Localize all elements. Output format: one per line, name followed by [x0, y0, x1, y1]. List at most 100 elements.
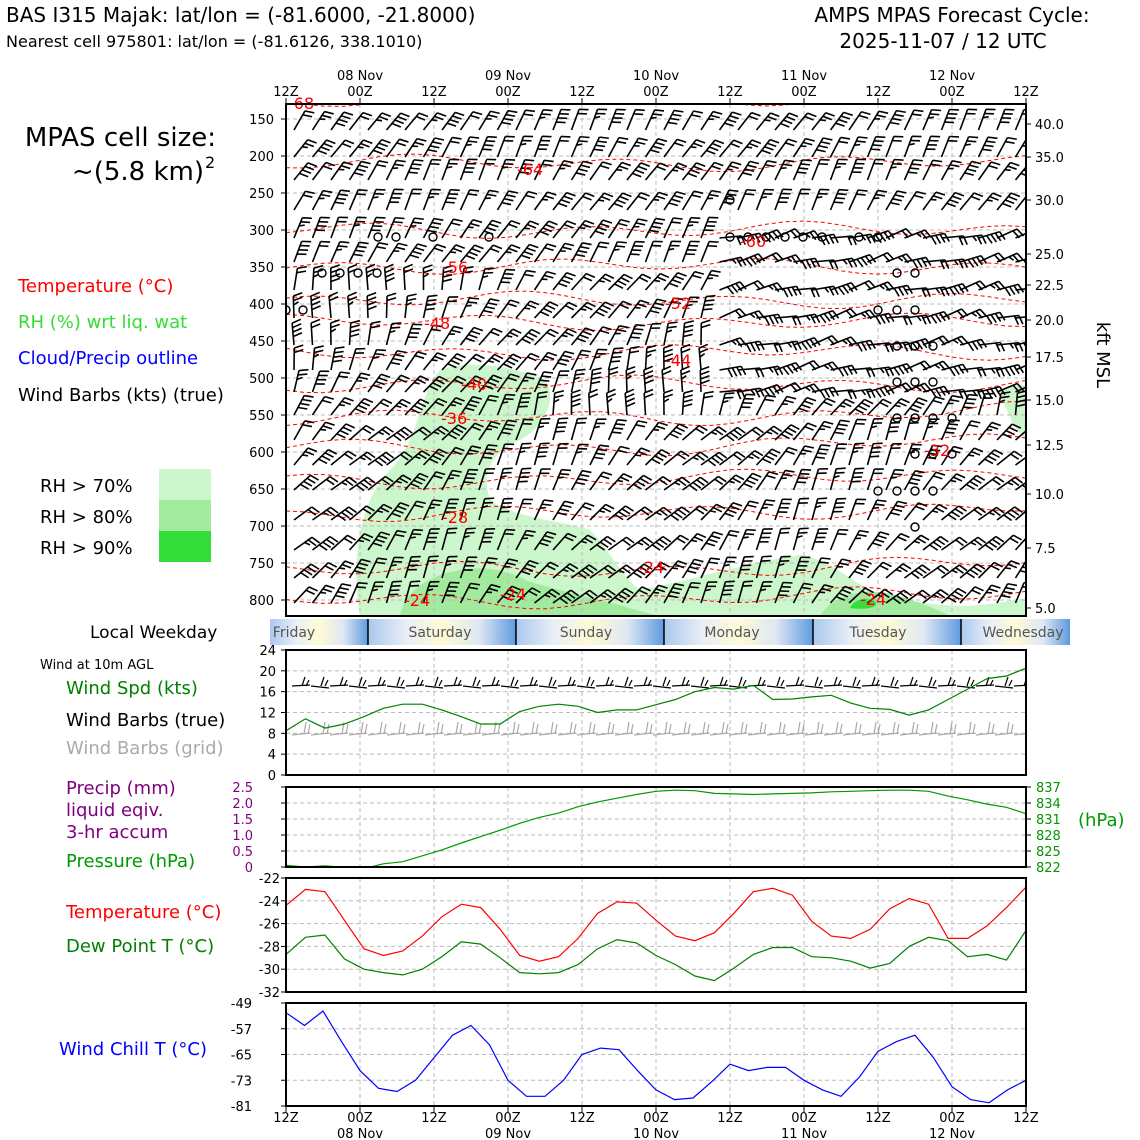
wind-barb-tick: [575, 450, 582, 454]
wind-barb-tick: [526, 372, 537, 376]
wind-barb-tick: [358, 562, 369, 567]
wind-barb-tick: [644, 393, 654, 399]
wind-barb-tick: [710, 114, 720, 119]
wind-barb-tick: [384, 263, 394, 269]
wind-barb-tick: [717, 475, 727, 483]
wind-barb-tick: [799, 472, 810, 476]
wind-barb-tick: [429, 385, 439, 391]
wind-barb-tick: [674, 563, 685, 569]
wind-barb-tick: [432, 141, 442, 145]
true-wind-barb-tick: [590, 679, 595, 687]
wind-barb-tick: [608, 366, 619, 371]
true-wind-barb-tick: [871, 676, 876, 687]
wind-barb-tick: [637, 195, 648, 201]
wind-barb-tick: [619, 195, 629, 201]
wind-barb-tick: [372, 196, 379, 199]
wind-barb-tick: [367, 305, 377, 311]
wind-barb-tick: [655, 588, 666, 593]
wind-barb-tick: [525, 109, 536, 113]
wind-barb-tick: [602, 506, 612, 513]
wind-barb-tick: [684, 320, 694, 324]
wind-barb-tick: [559, 473, 570, 476]
wind-barb-tick: [880, 591, 890, 599]
wind-barb-tick: [419, 472, 429, 478]
wind-barb-tick: [930, 198, 937, 201]
wind-barb-tick: [804, 425, 814, 431]
wind-barb-tick: [853, 570, 864, 576]
wind-barb-tick: [843, 111, 853, 117]
calm-circle: [910, 305, 920, 315]
wind-barb-tick: [294, 344, 304, 349]
wind-barb-tick: [501, 201, 512, 206]
wind-barb-tick: [748, 142, 759, 148]
wind-barb-tick: [971, 257, 979, 267]
wind-barb-tick: [472, 219, 483, 224]
wind-barb-tick: [754, 368, 760, 378]
wind-barb-tick: [946, 427, 957, 430]
wind-barb-tick: [999, 399, 1006, 403]
forecast-cycle-value: 2025-11-07 / 12 UTC: [839, 29, 1046, 53]
wind-barb-tick: [718, 451, 728, 459]
wind-barb-tick: [953, 259, 959, 266]
wind-barb-tick: [733, 139, 743, 145]
wind-barb-tick: [810, 314, 816, 324]
wind-barb-tick: [865, 389, 872, 399]
wind-barb-tick: [399, 138, 409, 143]
wind-barb-tick: [401, 398, 411, 405]
wind-barb-tick: [320, 146, 330, 152]
wind-barb-tick: [580, 164, 591, 169]
wind-barb-tick: [933, 195, 943, 200]
calm-circle: [391, 232, 401, 242]
wind-barb-tick: [529, 220, 540, 226]
wind-barb-tick: [623, 473, 633, 479]
wind-barb-tick: [988, 588, 999, 593]
true-wind-barb-tick: [396, 676, 401, 687]
wind-barb-tick: [773, 343, 779, 353]
y-tick-label: 24: [259, 644, 276, 659]
wind-barb-tick: [469, 189, 480, 192]
wind-barb-tick: [970, 420, 981, 424]
wind-barb-tick: [990, 564, 1000, 571]
wind-barb-tick: [651, 458, 661, 465]
true-wind-barb-tick: [510, 676, 515, 687]
wind-barb-tick: [747, 164, 757, 169]
wind-barb-tick: [599, 164, 610, 170]
wind-barb-tick: [953, 445, 963, 450]
calm-circle: [928, 341, 938, 351]
wind-barb-tick: [973, 566, 982, 573]
wind-barb-tick: [620, 276, 630, 283]
true-wind-barb-tick: [438, 679, 443, 687]
wind-barb-tick: [900, 398, 910, 404]
wind-barb-tick: [357, 146, 364, 149]
wind-barb-tick: [625, 397, 635, 403]
wind-barb-tick: [503, 427, 513, 431]
wind-barb: [1015, 341, 1026, 346]
wind-barb-tick: [823, 420, 834, 425]
wind-barb-tick: [871, 446, 882, 449]
wind-barb-tick: [403, 451, 413, 458]
wind-barb-tick: [800, 163, 811, 166]
true-wind-barb: [956, 685, 976, 689]
wind-barb-tick: [763, 234, 772, 243]
top-tick-label: 12Z: [865, 85, 891, 100]
wind-barb-tick: [824, 388, 831, 398]
grid-wind-barb: [804, 732, 824, 736]
wind-barb-tick: [674, 275, 685, 281]
y-tick-label: 650: [249, 483, 274, 498]
wind-barb-tick: [879, 284, 885, 290]
wind-barb-tick: [815, 456, 825, 459]
temperature-line: [286, 886, 1026, 962]
wind-barb-tick: [838, 528, 849, 532]
isotherm: [286, 258, 1026, 275]
wind-barb-tick: [736, 236, 742, 246]
wind-barb-tick: [608, 370, 619, 376]
wind-barb-tick: [546, 564, 556, 571]
wind-barb-tick: [506, 194, 516, 198]
wind-barb-tick: [423, 264, 433, 269]
wind-barb-tick: [897, 536, 907, 542]
wind-barb-tick: [508, 190, 519, 194]
true-wind-barb-tick: [434, 676, 439, 687]
y-tick-label: 750: [249, 557, 274, 572]
grid-wind-barb: [310, 732, 330, 736]
wind-barb-tick: [663, 353, 674, 358]
